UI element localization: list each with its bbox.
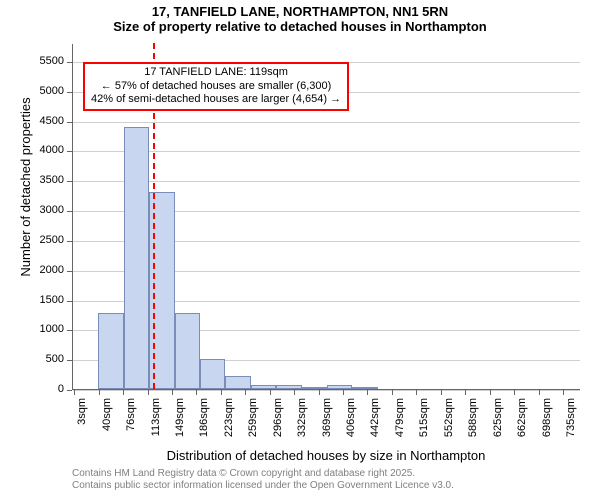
xtick-label: 625sqm <box>492 398 504 448</box>
xtick-label: 76sqm <box>125 398 137 448</box>
ytick-mark <box>67 151 72 152</box>
ytick-mark <box>67 181 72 182</box>
footer-attribution: Contains HM Land Registry data © Crown c… <box>72 468 454 492</box>
ytick-label: 1000 <box>24 323 64 335</box>
xtick-mark <box>343 390 344 395</box>
ytick-mark <box>67 301 72 302</box>
xtick-label: 515sqm <box>418 398 430 448</box>
ytick-mark <box>67 211 72 212</box>
histogram-bar <box>251 385 276 389</box>
histogram-bar <box>276 385 301 389</box>
ytick-mark <box>67 360 72 361</box>
annotation-box: 17 TANFIELD LANE: 119sqm← 57% of detache… <box>83 62 349 111</box>
ytick-mark <box>67 241 72 242</box>
xtick-label: 332sqm <box>296 398 308 448</box>
ytick-label: 4500 <box>24 115 64 127</box>
ytick-label: 4000 <box>24 144 64 156</box>
ytick-label: 2000 <box>24 264 64 276</box>
xtick-label: 40sqm <box>101 398 113 448</box>
xtick-label: 296sqm <box>272 398 284 448</box>
xtick-mark <box>221 390 222 395</box>
xtick-mark <box>539 390 540 395</box>
xtick-label: 552sqm <box>443 398 455 448</box>
xtick-label: 442sqm <box>369 398 381 448</box>
ytick-label: 5000 <box>24 85 64 97</box>
ytick-mark <box>67 122 72 123</box>
xtick-mark <box>367 390 368 395</box>
xtick-mark <box>441 390 442 395</box>
footer-line1: Contains HM Land Registry data © Crown c… <box>72 468 454 480</box>
chart-container: 17, TANFIELD LANE, NORTHAMPTON, NN1 5RN … <box>0 0 600 500</box>
xtick-mark <box>245 390 246 395</box>
ytick-label: 5500 <box>24 55 64 67</box>
ytick-label: 3500 <box>24 174 64 186</box>
annotation-line3: 42% of semi-detached houses are larger (… <box>91 93 341 107</box>
xtick-label: 662sqm <box>516 398 528 448</box>
histogram-bar <box>225 376 250 389</box>
xtick-mark <box>148 390 149 395</box>
ytick-label: 2500 <box>24 234 64 246</box>
xtick-mark <box>416 390 417 395</box>
xtick-label: 223sqm <box>223 398 235 448</box>
xtick-label: 149sqm <box>174 398 186 448</box>
xtick-label: 113sqm <box>150 398 162 448</box>
xtick-mark <box>392 390 393 395</box>
xtick-mark <box>74 390 75 395</box>
xtick-label: 3sqm <box>76 398 88 448</box>
xtick-mark <box>514 390 515 395</box>
ytick-label: 0 <box>24 383 64 395</box>
xtick-label: 698sqm <box>541 398 553 448</box>
histogram-bar <box>200 359 225 389</box>
ytick-mark <box>67 271 72 272</box>
annotation-line1: 17 TANFIELD LANE: 119sqm <box>91 66 341 80</box>
plot-area: 17 TANFIELD LANE: 119sqm← 57% of detache… <box>72 44 580 390</box>
xtick-mark <box>99 390 100 395</box>
histogram-bar <box>175 313 200 389</box>
histogram-bar <box>302 387 327 389</box>
ytick-mark <box>67 330 72 331</box>
ytick-mark <box>67 390 72 391</box>
xtick-mark <box>294 390 295 395</box>
histogram-bar <box>98 313 123 389</box>
histogram-bar <box>352 387 377 389</box>
xtick-mark <box>123 390 124 395</box>
grid-line <box>73 390 580 391</box>
grid-line <box>73 122 580 123</box>
ytick-mark <box>67 62 72 63</box>
xtick-label: 186sqm <box>198 398 210 448</box>
xtick-mark <box>196 390 197 395</box>
xtick-label: 479sqm <box>394 398 406 448</box>
xtick-mark <box>490 390 491 395</box>
histogram-bar <box>327 385 352 389</box>
ytick-label: 3000 <box>24 204 64 216</box>
chart-title-line2: Size of property relative to detached ho… <box>0 19 600 34</box>
ytick-mark <box>67 92 72 93</box>
ytick-label: 500 <box>24 353 64 365</box>
footer-line2: Contains public sector information licen… <box>72 480 454 492</box>
xtick-mark <box>465 390 466 395</box>
xtick-label: 735sqm <box>565 398 577 448</box>
x-axis-label: Distribution of detached houses by size … <box>72 448 580 463</box>
xtick-label: 369sqm <box>321 398 333 448</box>
xtick-label: 259sqm <box>247 398 259 448</box>
xtick-label: 406sqm <box>345 398 357 448</box>
xtick-mark <box>172 390 173 395</box>
xtick-mark <box>563 390 564 395</box>
histogram-bar <box>124 127 149 389</box>
chart-title-line1: 17, TANFIELD LANE, NORTHAMPTON, NN1 5RN <box>0 0 600 19</box>
annotation-line2: ← 57% of detached houses are smaller (6,… <box>91 80 341 94</box>
xtick-mark <box>319 390 320 395</box>
xtick-mark <box>270 390 271 395</box>
ytick-label: 1500 <box>24 294 64 306</box>
xtick-label: 588sqm <box>467 398 479 448</box>
